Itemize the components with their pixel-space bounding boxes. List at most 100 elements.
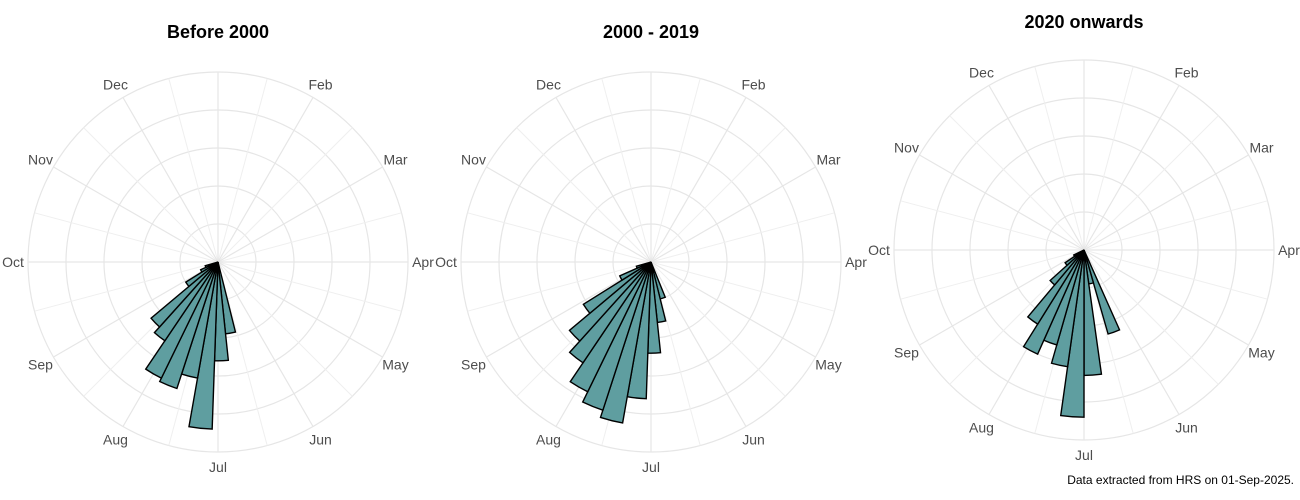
grid-spoke [53,166,219,263]
grid-spoke [53,261,219,358]
month-label-apr: Apr [845,254,867,270]
month-label-sep: Sep [894,345,919,361]
grid-spoke [650,261,816,358]
month-label-oct: Oct [868,242,890,258]
grid-spoke [1083,85,1180,251]
polar-grid [460,71,842,453]
month-label-sep: Sep [461,357,486,373]
grid-spoke-minor [217,261,402,312]
month-label-dec: Dec [536,77,561,93]
grid-spoke-minor [168,78,219,263]
bar-8 [568,261,652,364]
grid-spoke-minor [217,78,268,263]
grid-spoke [919,154,1085,251]
grid-spoke-minor [949,115,1085,251]
month-label-mar: Mar [816,152,840,168]
bar-6 [581,261,652,412]
month-label-nov: Nov [894,140,919,156]
month-label-jul: Jul [209,459,227,475]
polar-chart-3: Feb Mar Apr May Jun Jul Aug Sep Oct Nov Dec 2020 on… [868,12,1300,463]
month-label-aug: Aug [536,432,561,448]
bar-8 [150,261,219,328]
grid-spoke-minor [650,261,786,397]
month-label-feb: Feb [1174,65,1198,81]
bar-9 [1049,249,1085,286]
grid-spoke [650,97,747,263]
month-label-aug: Aug [103,432,128,448]
bar-11 [1072,249,1085,258]
month-label-nov: Nov [461,152,486,168]
grid-spoke-minor [1083,66,1134,251]
grid-spoke-minor [467,261,652,312]
grid-spoke-minor [217,127,353,263]
grid-spoke [486,166,652,263]
month-label-jul: Jul [642,459,660,475]
month-label-may: May [1248,345,1274,361]
bars [144,261,237,430]
grid-spoke-minor [650,127,786,263]
grid-spoke [217,97,314,263]
month-label-aug: Aug [969,420,994,436]
grid-spoke-minor [1034,66,1085,251]
grid-spoke [1083,249,1249,346]
data-source-caption: Data extracted from HRS on 01-Sep-2025. [1067,473,1294,487]
grid-spoke [217,166,383,263]
month-label-dec: Dec [103,77,128,93]
month-label-jun: Jun [309,432,332,448]
bar-9 [184,261,219,288]
month-label-may: May [815,357,841,373]
bar-8 [1026,249,1085,326]
grid-spoke-minor [650,261,835,312]
polar-chart-2: Feb Mar Apr May Jun Jul Aug Sep Oct Nov Dec 2000 - … [435,22,867,475]
grid-spoke-minor [1083,115,1219,251]
month-label-jul: Jul [1075,447,1093,463]
month-label-nov: Nov [28,152,53,168]
chart-title: 2000 - 2019 [603,22,699,42]
grid-spoke [919,249,1085,346]
month-label-sep: Sep [28,357,53,373]
grid-spoke-minor [650,212,835,263]
month-label-may: May [382,357,408,373]
bar-12 [635,261,652,270]
bar-10 [582,261,652,315]
grid-spoke-minor [1083,249,1268,300]
grid-spoke-minor [217,261,353,397]
month-label-apr: Apr [412,254,434,270]
bar-1 [1083,249,1121,335]
grid-spoke-minor [1083,200,1268,251]
month-label-oct: Oct [435,254,457,270]
polar-chart-1: Feb Mar Apr May Jun Jul Aug Sep Oct Nov Dec Before … [2,22,434,475]
chart-title: 2020 onwards [1024,12,1143,32]
bars [1022,249,1121,418]
grid-spoke [650,166,816,263]
grid-spoke-minor [83,127,219,263]
grid-spoke-minor [34,212,219,263]
grid-spoke [122,97,219,263]
bar-7 [1022,249,1085,356]
bar-7 [569,261,652,393]
bar-7 [153,261,219,342]
month-label-jun: Jun [742,432,765,448]
month-label-feb: Feb [741,77,765,93]
chart-title: Before 2000 [167,22,269,42]
month-label-dec: Dec [969,65,994,81]
grid-spoke [555,97,652,263]
bar-5 [158,261,219,390]
grid-spoke-minor [601,78,652,263]
grid-spoke-minor [34,261,219,312]
grid-spoke-minor [1083,249,1219,385]
grid-spoke [988,85,1085,251]
grid-spoke-minor [516,127,652,263]
month-label-oct: Oct [2,254,24,270]
month-label-apr: Apr [1278,242,1300,258]
grid-spoke-minor [217,212,402,263]
grid-spoke [217,261,383,358]
month-label-mar: Mar [383,152,407,168]
grid-spoke-minor [900,249,1085,300]
grid-spoke [650,261,747,427]
month-label-feb: Feb [308,77,332,93]
polar-grid [893,59,1275,441]
month-label-mar: Mar [1249,140,1273,156]
